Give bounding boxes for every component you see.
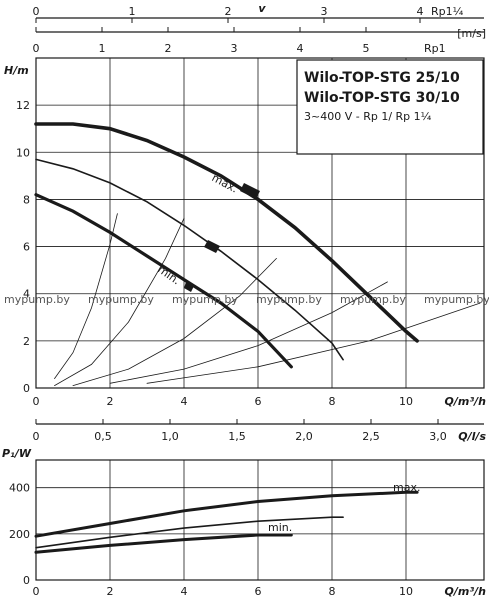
watermark-text: mypump.by [4,293,70,306]
annotation-max: max. [210,171,240,195]
head-x-axis-label: Q/m³/h [445,395,487,408]
power-y-axis-label: P₁/W [2,447,32,460]
head-x-tick-label: 10 [399,395,413,408]
velocity-lower-tick-label: 1 [99,42,106,55]
head-plot-frame [35,57,485,389]
velocity-upper-pipe-label: Rp1¼ [431,5,464,18]
power-curve-min [34,533,293,554]
velocity-upper-tick-label: 3 [321,5,328,18]
head-curve-mid [35,158,344,361]
power-x-axis-label: Q/m³/h [445,585,487,598]
watermark-text: mypump.by [424,293,489,306]
flow-ls-tick-label: 1,0 [161,430,179,443]
head-x-tick-label: 6 [255,395,262,408]
system-curve [109,281,388,384]
velocity-lower-tick-label: 3 [231,42,238,55]
power-label-max: max. [393,481,420,494]
power-curve-mid [35,516,344,549]
power-x-tick-label: 4 [181,585,188,598]
speed-marker-mid [204,240,220,253]
head-x-tick-label: 0 [33,395,40,408]
head-curve-max [34,122,419,343]
head-y-tick-label: 6 [23,241,30,254]
head-y-tick-label: 0 [23,382,30,395]
head-y-tick-label: 4 [23,288,30,301]
head-x-tick-label: 4 [181,395,188,408]
chart-title-line-1: Wilo-TOP-STG 25/10 [304,70,460,86]
velocity-upper-tick-label: 4 [417,5,424,18]
head-y-tick-label: 8 [23,193,30,206]
watermark-text: mypump.by [256,293,322,306]
annotation-min: min. [155,263,182,288]
watermark-text: mypump.by [172,293,238,306]
system-curve [72,258,277,386]
watermark-text: mypump.by [88,293,154,306]
flow-ls-axis-label: Q/l/s [458,430,486,443]
head-x-tick-label: 8 [329,395,336,408]
power-curve-max [34,490,419,538]
velocity-axis-unit: [m/s] [457,27,486,40]
velocity-lower-tick-label: 4 [297,42,304,55]
head-curve-min [34,193,293,369]
velocity-upper-tick-label: 2 [225,5,232,18]
velocity-lower-tick-label: 2 [165,42,172,55]
head-y-tick-label: 2 [23,335,30,348]
power-x-tick-label: 0 [33,585,40,598]
flow-ls-tick-label: 3,0 [429,430,447,443]
flow-ls-tick-label: 2,5 [362,430,380,443]
power-x-tick-label: 10 [399,585,413,598]
velocity-axis-label: v [258,2,266,15]
velocity-lower-tick-label: 5 [363,42,370,55]
chart-subtitle: 3~400 V - Rp 1/ Rp 1¼ [304,110,432,123]
system-curve [146,302,481,384]
title-box [296,59,484,155]
power-x-tick-label: 6 [255,585,262,598]
flow-ls-tick-label: 2,0 [295,430,313,443]
speed-marker-min [184,282,194,292]
speed-marker-max [240,183,260,199]
system-curve [54,213,118,379]
power-x-tick-label: 2 [107,585,114,598]
power-plot-frame [35,459,485,581]
power-y-tick-label: 0 [23,574,30,587]
chart-title-line-2: Wilo-TOP-STG 30/10 [304,90,460,106]
power-y-tick-label: 200 [9,528,30,541]
flow-ls-tick-label: 1,5 [228,430,246,443]
watermark-text: mypump.by [340,293,406,306]
head-y-tick-label: 12 [16,99,30,112]
velocity-upper-tick-label: 1 [129,5,136,18]
velocity-lower-pipe-label: Rp1 [424,42,446,55]
velocity-upper-tick-label: 0 [33,5,40,18]
head-x-tick-label: 2 [107,395,114,408]
head-y-axis-label: H/m [4,64,29,77]
flow-ls-tick-label: 0,5 [94,430,112,443]
power-label-min: min. [268,521,292,534]
system-curve [54,217,185,386]
power-x-tick-label: 8 [329,585,336,598]
power-y-tick-label: 400 [9,482,30,495]
head-y-tick-label: 10 [16,146,30,159]
velocity-lower-tick-label: 0 [33,42,40,55]
flow-ls-tick-label: 0 [33,430,40,443]
